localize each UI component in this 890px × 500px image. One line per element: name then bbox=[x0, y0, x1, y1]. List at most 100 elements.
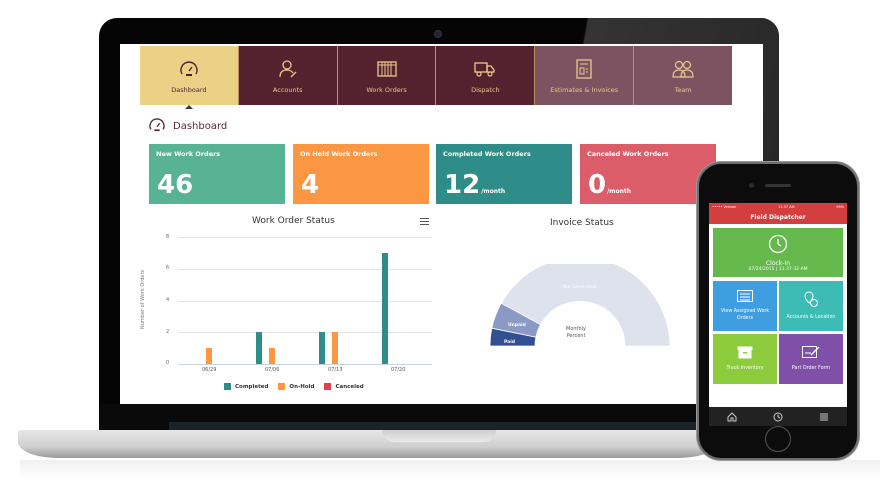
tile-label: Part Order Form bbox=[791, 366, 831, 371]
calendar-grid-icon[interactable] bbox=[819, 407, 829, 426]
bar-on-hold-0629[interactable] bbox=[206, 348, 212, 364]
y-tick: 2 bbox=[166, 329, 170, 335]
work-order-chart: 8 6 4 2 0 bbox=[166, 234, 432, 366]
bar-completed-0713[interactable] bbox=[319, 332, 325, 364]
tile-label: Truck Inventory bbox=[726, 366, 764, 371]
stat-label: New Work Orders bbox=[156, 150, 221, 158]
legend-completed[interactable]: Completed bbox=[224, 383, 268, 390]
truck-icon bbox=[474, 58, 496, 80]
box-icon bbox=[737, 346, 753, 362]
tile-label: View Assigned Work Orders bbox=[720, 309, 770, 321]
stat-card-on-hold-work-orders[interactable]: On Hold Work Orders 4 bbox=[293, 144, 429, 204]
tile-view-assigned-work-orders[interactable]: View Assigned Work Orders bbox=[713, 281, 777, 331]
page-title: Dashboard bbox=[148, 118, 227, 135]
nav-tab-dashboard[interactable]: Dashboard bbox=[140, 46, 239, 109]
laptop-screen: Dashboard Accounts Work Orders Dispatch … bbox=[120, 44, 763, 404]
slice-not-generated bbox=[500, 264, 671, 347]
clock-icon bbox=[768, 234, 788, 258]
stat-label: Canceled Work Orders bbox=[587, 150, 669, 158]
user-edit-icon bbox=[277, 58, 299, 80]
chart-menu-icon[interactable] bbox=[420, 218, 429, 225]
legend-on-hold[interactable]: On-Hold bbox=[278, 383, 314, 390]
checklist-icon bbox=[737, 290, 753, 305]
bar-on-hold-0713[interactable] bbox=[332, 332, 338, 364]
phone-speaker bbox=[765, 184, 791, 187]
nav-tab-team[interactable]: Team bbox=[634, 46, 732, 105]
stat-value: 46 bbox=[157, 170, 194, 200]
work-order-chart-title: Work Order Status bbox=[252, 216, 335, 226]
nav-label: Estimates & Invoices bbox=[550, 85, 619, 94]
work-orders-grid-icon bbox=[376, 58, 398, 80]
stat-card-new-work-orders[interactable]: New Work Orders 46 bbox=[149, 144, 285, 204]
slice-label-paid: Paid bbox=[504, 340, 515, 345]
battery: 99% bbox=[836, 205, 844, 209]
invoice-icon bbox=[573, 58, 595, 80]
gridline bbox=[178, 332, 432, 334]
stat-value: 4 bbox=[301, 170, 320, 200]
phone-tab-bar bbox=[709, 407, 847, 426]
nav-tab-estimates-invoices[interactable]: Estimates & Invoices bbox=[535, 46, 635, 105]
clock-in-timestamp: 07/24/2015 | 11:37:32 AM bbox=[748, 266, 808, 272]
x-tick: 07/13 bbox=[328, 367, 343, 373]
nav-label: Work Orders bbox=[366, 85, 407, 94]
y-tick: 8 bbox=[166, 234, 170, 240]
laptop-lower-bezel bbox=[99, 404, 779, 430]
stat-card-completed-work-orders[interactable]: Completed Work Orders 12/month bbox=[436, 144, 572, 204]
gridline bbox=[178, 268, 432, 270]
status-time: 11:37 AM bbox=[777, 205, 795, 209]
gridline bbox=[178, 300, 432, 302]
laptop-base bbox=[18, 430, 718, 458]
bar-completed-0720[interactable] bbox=[382, 253, 388, 364]
x-tick: 06/29 bbox=[202, 367, 217, 373]
nav-label: Accounts bbox=[272, 85, 303, 94]
nav-tab-dispatch[interactable]: Dispatch bbox=[436, 46, 536, 105]
nav-tab-accounts[interactable]: Accounts bbox=[238, 46, 338, 105]
phone-device: ••••• Verizon 11:37 AM 99% Field Dispatc… bbox=[697, 162, 859, 460]
page-title-text: Dashboard bbox=[173, 121, 228, 132]
laptop-notch bbox=[382, 430, 496, 442]
speedometer-icon bbox=[178, 58, 200, 80]
location-pin-icon bbox=[803, 291, 819, 310]
bar-on-hold-0706[interactable] bbox=[269, 348, 275, 364]
invoice-semi-donut bbox=[489, 264, 671, 347]
slice-label-not-generated: Not Generated bbox=[563, 285, 597, 290]
tile-accounts-location[interactable]: Accounts & Location bbox=[779, 281, 843, 331]
y-tick: 0 bbox=[166, 360, 170, 366]
phone-status-bar: ••••• Verizon 11:37 AM 99% bbox=[709, 203, 847, 211]
phone-screen: ••••• Verizon 11:37 AM 99% Field Dispatc… bbox=[709, 203, 847, 426]
y-axis-label: Number of Work Orders bbox=[140, 269, 146, 329]
home-icon[interactable] bbox=[727, 407, 737, 426]
device-shadow bbox=[20, 460, 880, 480]
gridline bbox=[178, 237, 432, 238]
invoice-chart-title: Invoice Status bbox=[550, 218, 614, 228]
tile-label: Accounts & Location bbox=[786, 314, 836, 320]
clock-in-label: Clock-In bbox=[765, 259, 791, 267]
stat-unit: /month bbox=[481, 188, 506, 195]
invoice-center-label: Monthly Percent bbox=[566, 326, 587, 339]
phone-home-button[interactable] bbox=[765, 426, 791, 452]
tile-part-order-form[interactable]: Part Order Form bbox=[779, 334, 843, 384]
stat-card-canceled-work-orders[interactable]: Canceled Work Orders 0/month bbox=[580, 144, 716, 204]
x-tick: 07/20 bbox=[391, 367, 406, 373]
team-icon bbox=[672, 58, 694, 80]
active-caret bbox=[184, 105, 193, 109]
laptop-camera bbox=[434, 30, 442, 38]
y-tick: 6 bbox=[166, 265, 170, 271]
bar-completed-0706[interactable] bbox=[256, 332, 262, 364]
nav-label: Dispatch bbox=[471, 85, 500, 94]
y-tick: 4 bbox=[166, 297, 170, 303]
tile-truck-inventory[interactable]: Truck Inventory bbox=[713, 334, 777, 384]
history-clock-icon[interactable] bbox=[773, 407, 783, 426]
stat-label: On Hold Work Orders bbox=[300, 150, 378, 158]
clock-in-tile[interactable]: Clock-In 07/24/2015 | 11:37:32 AM bbox=[713, 228, 843, 277]
nav-label: Dashboard bbox=[171, 85, 207, 94]
legend-canceled[interactable]: Canceled bbox=[324, 383, 364, 390]
x-axis bbox=[178, 364, 432, 365]
phone-front-camera bbox=[749, 183, 754, 188]
slice-label-unpaid: Unpaid bbox=[508, 323, 526, 328]
nav-tab-work-orders[interactable]: Work Orders bbox=[337, 46, 437, 105]
x-tick: 07/06 bbox=[265, 367, 280, 373]
app-title: Field Dispatcher bbox=[709, 211, 847, 224]
stat-value: 0 bbox=[588, 170, 607, 200]
carrier: ••••• Verizon bbox=[712, 205, 737, 209]
